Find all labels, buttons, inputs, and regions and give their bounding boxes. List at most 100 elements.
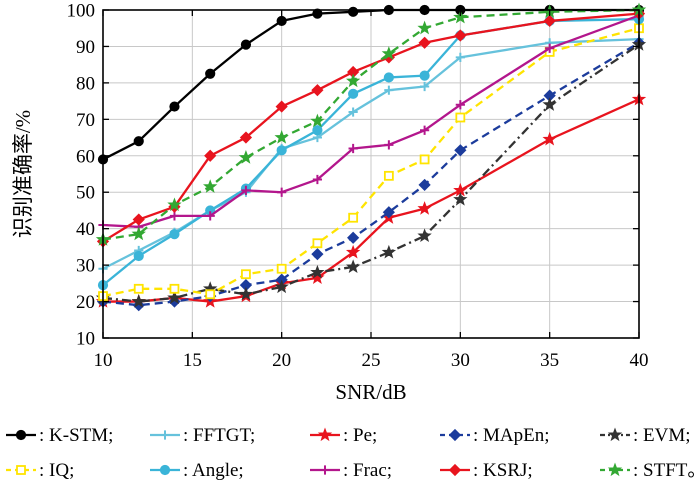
- series-evm: [95, 37, 647, 308]
- legend-item-mapen: : MApEn;: [440, 425, 550, 446]
- data-point: [274, 130, 289, 144]
- data-point: [345, 73, 361, 88]
- data-point: [418, 36, 431, 49]
- legend: : K-STM; : FFTGT; : Pe; : MApEn; : EVM; : IQ;…: [6, 425, 700, 481]
- data-point: [240, 39, 252, 50]
- series-frac: [98, 10, 644, 232]
- data-point: [277, 187, 287, 197]
- data-point: [276, 263, 287, 274]
- legend-label: : KSRJ;: [473, 460, 533, 481]
- tick-labels: 10 15 20 25 30 35 40 10 20 30 40 50 60 70 80 90 100: [67, 1, 649, 372]
- data-point: [312, 125, 323, 136]
- legend-label: : STFT。: [633, 460, 700, 481]
- x-tick-label: 40: [630, 350, 649, 371]
- data-point: [312, 8, 323, 19]
- x-tick-label: 15: [183, 350, 202, 371]
- y-tick-label: 80: [76, 73, 95, 94]
- data-point: [275, 100, 288, 113]
- data-point: [205, 289, 216, 300]
- data-point: [455, 100, 465, 110]
- x-tick-label: 10: [94, 350, 113, 371]
- data-point: [348, 212, 359, 223]
- data-point: [310, 270, 325, 284]
- legend-marker: [448, 428, 462, 442]
- x-axis-label: SNR/dB: [335, 380, 406, 404]
- legend-label: : K-STM;: [39, 425, 113, 446]
- legend-item-k-stm: : K-STM;: [6, 425, 113, 446]
- legend-item-stft: : STFT。: [600, 460, 700, 481]
- data-point: [453, 191, 468, 206]
- data-point: [455, 112, 466, 123]
- data-point: [347, 231, 360, 244]
- data-point: [348, 6, 359, 17]
- x-tick-label: 25: [362, 350, 381, 371]
- data-point: [383, 72, 394, 83]
- x-tick-label: 20: [272, 350, 291, 371]
- legend-item-iq: : IQ;: [6, 460, 74, 481]
- legend-item-ksrj: : KSRJ;: [440, 460, 533, 481]
- y-tick-label: 70: [76, 110, 95, 131]
- axis-labels: SNR/dB 识别准确率/%: [11, 110, 407, 404]
- data-point: [241, 269, 251, 280]
- legend-marker: [607, 462, 623, 477]
- data-point: [453, 9, 468, 24]
- data-point: [419, 70, 430, 81]
- data-point: [131, 294, 146, 308]
- data-point: [204, 149, 217, 162]
- y-tick-label: 30: [76, 256, 95, 277]
- data-point: [417, 228, 432, 243]
- legend-marker: [160, 430, 170, 440]
- data-point: [132, 213, 145, 226]
- data-point: [169, 229, 180, 240]
- data-point: [310, 264, 325, 279]
- y-tick-label: 10: [76, 329, 95, 350]
- legend-marker: [159, 464, 171, 476]
- data-point: [203, 179, 218, 193]
- y-tick-label: 100: [67, 1, 96, 22]
- legend-item-angle: : Angle;: [150, 460, 244, 481]
- data-point: [454, 144, 467, 157]
- y-tick-label: 50: [76, 183, 95, 204]
- legend-label: : IQ;: [39, 460, 74, 481]
- legend-item-fftgt: : FFTGT;: [150, 425, 255, 446]
- legend-label: : FFTGT;: [183, 425, 255, 446]
- data-point: [381, 244, 397, 259]
- legend-marker: [607, 427, 623, 442]
- y-tick-label: 90: [76, 37, 95, 58]
- data-point: [542, 131, 557, 146]
- legend-marker: [317, 427, 333, 442]
- data-point: [419, 154, 430, 165]
- data-point: [276, 15, 287, 27]
- legend-item-frac: : Frac;: [310, 460, 392, 481]
- data-point: [169, 101, 180, 112]
- data-point: [382, 206, 395, 219]
- legend-item-pe: : Pe;: [310, 425, 377, 446]
- data-point: [238, 286, 254, 301]
- data-point: [310, 113, 325, 128]
- legend-label: : Frac;: [343, 460, 392, 481]
- data-point: [542, 97, 557, 111]
- data-point: [133, 283, 144, 294]
- data-point: [381, 46, 397, 60]
- data-point: [383, 170, 394, 181]
- data-point: [420, 125, 430, 135]
- data-point: [239, 131, 253, 144]
- legend-marker: [320, 465, 330, 475]
- legend-label: : Angle;: [183, 460, 244, 481]
- data-point: [133, 136, 144, 147]
- data-point: [454, 29, 467, 42]
- data-point: [455, 52, 465, 62]
- legend-label: : Pe;: [343, 425, 377, 446]
- legend-item-evm: : EVM;: [600, 425, 691, 446]
- data-point: [205, 68, 216, 79]
- data-point: [345, 244, 361, 259]
- legend-label: : MApEn;: [473, 425, 550, 446]
- data-point: [348, 88, 359, 99]
- data-point: [311, 84, 324, 97]
- data-point: [418, 178, 431, 192]
- data-point: [274, 279, 289, 294]
- x-tick-label: 35: [540, 350, 559, 371]
- legend-label: : EVM;: [633, 425, 691, 446]
- data-point: [238, 150, 254, 164]
